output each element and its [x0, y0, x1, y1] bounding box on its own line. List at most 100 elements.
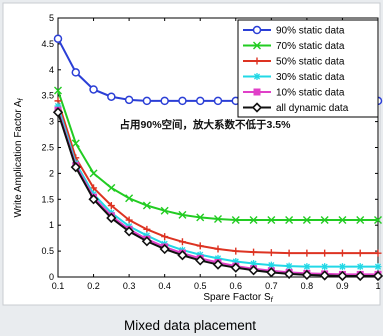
x-tick-label: 0.6: [230, 281, 243, 291]
data-point: [356, 249, 364, 257]
data-point: [285, 249, 293, 257]
data-point: [178, 96, 187, 106]
data-point: [285, 216, 294, 225]
chart-annotation: 占用90%空间，放大系数不低于3.5%: [120, 118, 292, 131]
data-point: [267, 261, 275, 269]
data-point: [196, 213, 205, 222]
data-point: [125, 194, 134, 203]
y-tick-label: 0.5: [41, 246, 54, 256]
x-tick-label: 1: [375, 281, 380, 291]
data-point: [52, 107, 64, 118]
legend-label: 70% static data: [276, 41, 345, 52]
data-point: [160, 206, 169, 215]
legend-item: 10% static data: [243, 88, 345, 99]
data-point: [250, 260, 258, 268]
data-point: [232, 257, 240, 265]
legend-label: 10% static data: [276, 88, 345, 99]
data-point: [142, 96, 152, 106]
data-point: [143, 225, 151, 233]
legend-box: [237, 19, 379, 118]
y-tick-label: 2: [49, 168, 54, 178]
data-point: [89, 85, 98, 94]
data-point: [356, 263, 364, 271]
legend-marker: [253, 88, 261, 96]
series-1: [54, 86, 382, 225]
legend-item: 70% static data: [243, 41, 345, 52]
data-point: [321, 249, 329, 257]
legend-marker: [252, 25, 262, 35]
data-point: [338, 216, 347, 225]
data-point: [285, 262, 293, 270]
y-tick-label: 1.5: [41, 194, 54, 204]
data-point: [213, 96, 223, 106]
x-tick-label: 0.8: [301, 281, 314, 291]
data-point: [88, 194, 99, 205]
data-point: [230, 262, 241, 273]
data-point: [374, 216, 382, 225]
legend-label: 50% static data: [276, 57, 345, 68]
data-point: [89, 169, 98, 178]
y-tick-label: 1: [49, 220, 54, 230]
x-tick-label: 0.7: [265, 281, 278, 291]
y-tick-label: 3.5: [41, 91, 54, 101]
data-point: [338, 263, 346, 271]
data-point: [214, 254, 222, 262]
data-point: [159, 243, 170, 255]
data-point: [125, 216, 133, 224]
data-point: [106, 212, 117, 224]
data-point: [196, 251, 204, 259]
data-point: [338, 249, 346, 257]
data-point: [283, 268, 295, 280]
data-point: [231, 216, 240, 225]
legend-label: all dynamic data: [276, 103, 349, 114]
legend-item: 90% static data: [243, 26, 345, 37]
legend-item: 50% static data: [243, 57, 345, 68]
y-tick-label: 4: [49, 65, 54, 75]
series-2: [54, 97, 382, 257]
data-point: [141, 236, 153, 247]
data-point: [249, 216, 258, 225]
data-point: [321, 263, 329, 271]
data-point: [232, 247, 240, 255]
data-point: [303, 263, 311, 271]
legend-marker: [251, 102, 263, 113]
legend: 90% static data 70% static data 50% static…: [237, 19, 379, 118]
data-point: [124, 95, 134, 105]
data-point: [123, 226, 135, 237]
data-point: [178, 210, 187, 219]
legend-marker: [253, 57, 261, 65]
x-tick-label: 0.1: [52, 281, 65, 291]
legend-item: all dynamic data: [243, 102, 349, 114]
data-point: [301, 269, 313, 281]
data-point: [142, 201, 151, 210]
x-axis-label: Spare Factor Sf: [203, 292, 273, 304]
data-point: [214, 245, 222, 253]
data-point: [177, 250, 188, 261]
y-tick-label: 4.5: [41, 39, 54, 49]
data-point: [70, 162, 81, 173]
data-point: [107, 92, 116, 101]
data-point: [267, 216, 276, 225]
data-point: [54, 102, 62, 110]
data-point: [178, 238, 186, 246]
data-point: [143, 232, 151, 240]
data-point: [161, 233, 169, 241]
series-5: [52, 107, 383, 282]
legend-marker: [253, 73, 261, 80]
data-point: [107, 202, 115, 210]
data-point: [214, 214, 222, 223]
y-tick-label: 2.5: [41, 143, 54, 153]
legend-label: 30% static data: [276, 72, 345, 83]
x-tick-label: 0.5: [194, 281, 207, 291]
data-point: [266, 267, 277, 278]
data-point: [71, 139, 80, 148]
data-point: [302, 216, 311, 225]
data-point: [303, 249, 311, 257]
data-point: [337, 270, 348, 282]
x-tick-label: 0.9: [336, 281, 349, 291]
figure-caption: Mixed data placement: [124, 318, 256, 333]
y-axis-label: Write Amplication Factor Af: [13, 97, 25, 217]
data-point: [53, 34, 63, 43]
data-point: [356, 216, 365, 225]
data-point: [195, 96, 205, 106]
